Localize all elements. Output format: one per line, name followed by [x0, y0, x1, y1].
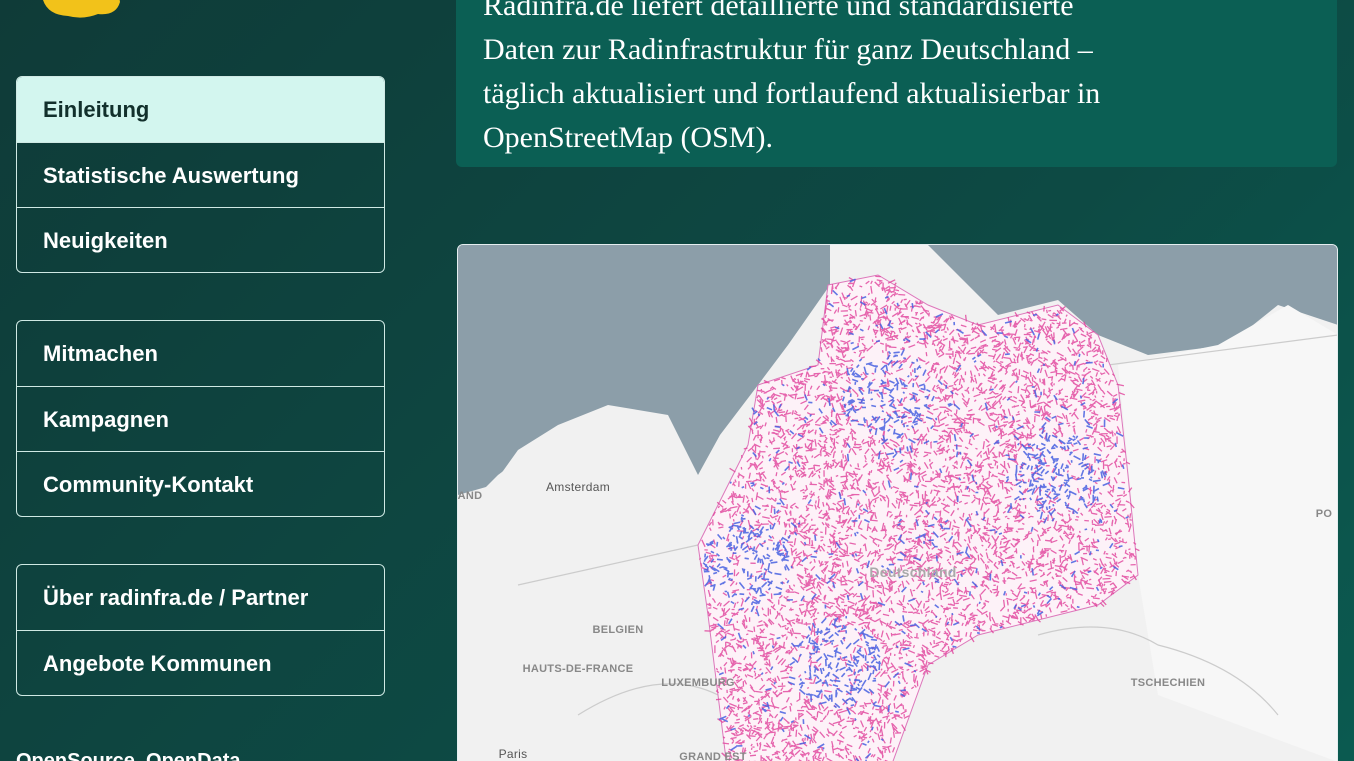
nav-item[interactable]: Über radinfra.de / Partner [43, 585, 309, 610]
map-label: TSCHECHIEN [1131, 677, 1206, 689]
nav-group: Über radinfra.de / Partner Angebote Kommu… [16, 564, 385, 696]
nav-item[interactable]: Statistische Auswertung [17, 142, 384, 207]
map: Amsterdam BELGIEN HAUTS-DE-FRANCE LUXEMBURG… [457, 244, 1338, 761]
poland [1118, 305, 1337, 761]
map-label: Paris [499, 747, 528, 761]
nav-item[interactable]: Angebote Kommunen [17, 630, 384, 695]
intro-line: täglich aktualisiert und fortlaufend akt… [483, 77, 1101, 110]
england [458, 445, 538, 645]
intro-line: Radinfra.de liefert detaillierte und sta… [483, 0, 1074, 22]
bike-network-dense [702, 278, 1129, 761]
intro-line: OpenStreetMap (OSM). [483, 121, 773, 154]
logo [43, 0, 120, 18]
map-label: Amsterdam [546, 480, 610, 494]
map-label: LUXEMBURG [661, 677, 735, 689]
map-label: AND [458, 490, 482, 502]
baltic-sea [928, 245, 1337, 355]
map-label: HAUTS-DE-FRANCE [523, 663, 634, 675]
nav-item[interactable]: Einleitung [17, 77, 384, 142]
nav-item[interactable]: Community-Kontakt [17, 451, 384, 516]
intro-box: Radinfra.de liefert detaillierte und sta… [456, 0, 1337, 167]
map-label: GRAND EST [679, 751, 746, 761]
map-label: BELGIEN [593, 624, 644, 636]
border [517, 334, 1337, 716]
north-sea [458, 245, 830, 495]
map-label: PO [1316, 508, 1333, 520]
intro-line: Daten zur Radinfrastruktur für ganz Deut… [483, 33, 1093, 66]
nav-item[interactable]: Neuigkeiten [17, 207, 384, 272]
nav-item[interactable]: Kampagnen [17, 386, 384, 451]
map-label: Deutschland [869, 564, 956, 580]
nav-item[interactable]: Mitmachen [43, 341, 158, 366]
nav-group: Einleitung Statistische Auswertung Neuigke… [16, 76, 385, 273]
nav-group: Mitmachen Kampagnen Community-Kontakt [16, 320, 385, 517]
map-canvas: Amsterdam BELGIEN HAUTS-DE-FRANCE LUXEMBURG… [458, 245, 1337, 761]
footer-text: OpenSource, OpenData [16, 750, 241, 761]
